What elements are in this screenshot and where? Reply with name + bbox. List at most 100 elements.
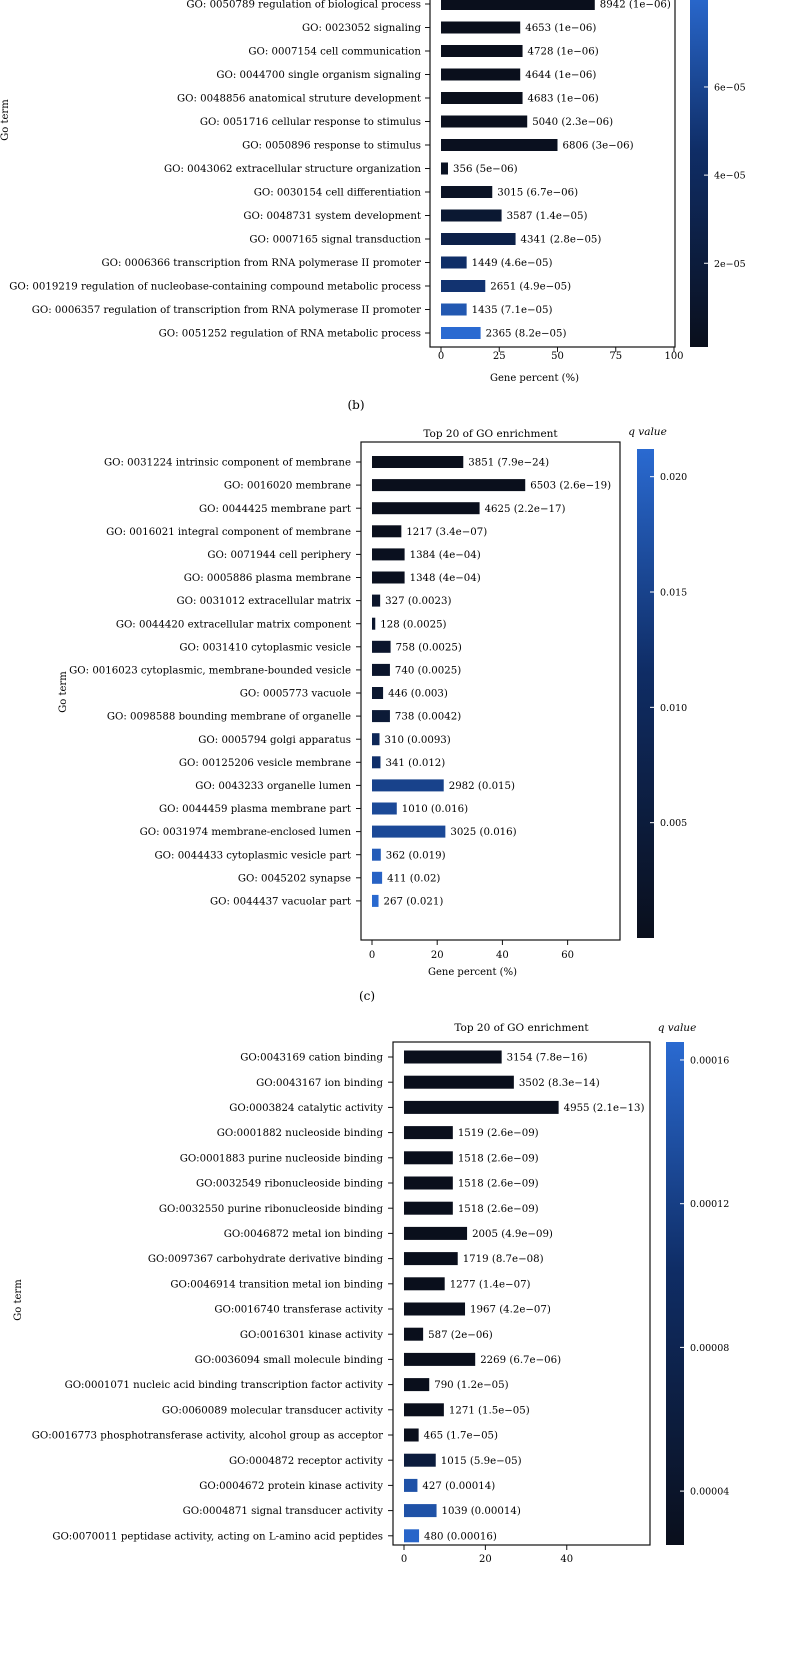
colorbar-tick-label: 0.005	[660, 818, 687, 829]
category-label: GO: 0031974 membrane-enclosed lumen	[140, 827, 352, 838]
colorbar	[690, 0, 708, 347]
bar	[441, 186, 493, 198]
colorbar-label: q value	[628, 426, 667, 438]
bar-value-label: 6806 (3e−06)	[563, 140, 634, 152]
chart-title: Top 20 of GO enrichment	[423, 428, 558, 440]
bar	[441, 280, 486, 292]
category-label: GO: 0016020 membrane	[224, 481, 351, 492]
colorbar	[637, 449, 654, 938]
bar	[404, 1277, 445, 1291]
category-label: GO: 0023052 signaling	[302, 23, 421, 34]
colorbar-tick-label: 0.010	[660, 703, 687, 714]
x-tick-label: 40	[496, 950, 509, 961]
x-axis-label: Gene percent (%)	[490, 373, 579, 384]
bar	[441, 327, 481, 339]
x-tick-label: 0	[369, 950, 375, 961]
panel-label: (b)	[347, 398, 364, 412]
colorbar-tick-label: 0.00004	[690, 1487, 729, 1498]
bar-value-label: 1271 (1.5e−05)	[449, 1404, 530, 1416]
category-label: GO:0004672 protein kinase activity	[199, 1481, 383, 1492]
category-label: GO:0060089 molecular transducer activity	[162, 1405, 383, 1416]
bar	[441, 0, 595, 10]
bar-value-label: 4341 (2.8e−05)	[521, 234, 602, 246]
x-tick-label: 50	[551, 351, 564, 362]
x-tick-label: 20	[431, 950, 444, 961]
category-label: GO:0032550 purine ribonucleoside binding	[159, 1204, 384, 1215]
x-tick-label: 60	[561, 950, 574, 961]
bar	[372, 848, 381, 861]
bar	[404, 1176, 453, 1190]
bar	[404, 1403, 444, 1417]
category-label: GO:0016301 kinase activity	[240, 1330, 383, 1341]
bar	[441, 45, 523, 57]
bar-value-label: 1967 (4.2e−07)	[470, 1304, 551, 1316]
bar	[404, 1226, 468, 1240]
bar-value-label: 480 (0.00016)	[424, 1530, 497, 1542]
bar	[372, 710, 390, 723]
category-label: GO: 0016023 cytoplasmic, membrane-bounde…	[69, 666, 351, 677]
bar	[441, 21, 521, 34]
category-label: GO: 0016021 integral component of membra…	[106, 527, 351, 538]
category-label: GO: 00125206 vesicle membrane	[179, 758, 351, 769]
category-label: GO: 0050896 response to stimulus	[242, 141, 421, 152]
bar-value-label: 790 (1.2e−05)	[434, 1379, 508, 1391]
bar-value-label: 362 (0.019)	[386, 849, 446, 861]
x-tick-label: 100	[664, 351, 683, 362]
bar	[372, 640, 391, 653]
category-label: GO:0003824 catalytic activity	[229, 1103, 383, 1114]
category-label: GO: 0043233 organelle lumen	[195, 781, 351, 792]
category-label: GO: 0007154 cell communication	[248, 47, 421, 58]
x-tick-label: 0	[438, 351, 444, 362]
category-label: GO: 0030154 cell differentiation	[254, 188, 422, 199]
category-label: GO: 0031410 cytoplasmic vesicle	[179, 642, 351, 653]
bar-value-label: 1010 (0.016)	[402, 803, 468, 815]
x-tick-label: 20	[479, 1554, 492, 1565]
bar-value-label: 4955 (2.1e−13)	[564, 1102, 645, 1114]
category-label: GO:0016773 phosphotransferase activity, …	[32, 1431, 383, 1442]
bar	[372, 663, 390, 676]
colorbar-tick-label: 0.020	[660, 472, 687, 483]
bar-value-label: 1449 (4.6e−05)	[472, 257, 553, 269]
bar	[404, 1050, 502, 1064]
category-label: GO:0032549 ribonucleoside binding	[196, 1179, 384, 1190]
bar-value-label: 3015 (6.7e−06)	[497, 187, 578, 199]
bar-value-label: 4683 (1e−06)	[528, 93, 599, 105]
category-label: GO: 0044425 membrane part	[199, 504, 352, 515]
bar-value-label: 740 (0.0025)	[395, 665, 461, 677]
category-label: GO: 0048856 anatomical struture developm…	[177, 94, 422, 105]
bar-value-label: 327 (0.0023)	[385, 595, 451, 607]
bar	[372, 871, 383, 884]
bar	[372, 617, 376, 630]
category-label: GO:0004871 signal transducer activity	[183, 1506, 384, 1517]
bar-value-label: 1518 (2.6e−09)	[458, 1152, 539, 1164]
category-label: GO: 0005794 golgi apparatus	[198, 735, 351, 746]
category-label: GO: 0005773 vacuole	[240, 689, 351, 700]
bar	[404, 1378, 430, 1392]
bar-value-label: 2005 (4.9e−09)	[472, 1228, 553, 1240]
bar-value-label: 310 (0.0093)	[384, 734, 450, 746]
bar-value-label: 3025 (0.016)	[450, 826, 516, 838]
bar	[441, 68, 521, 81]
x-tick-label: 25	[493, 351, 506, 362]
bar-value-label: 1518 (2.6e−09)	[458, 1178, 539, 1190]
bar-value-label: 587 (2e−06)	[428, 1329, 493, 1341]
category-label: GO: 0071944 cell periphery	[207, 550, 351, 561]
category-label: GO:0043167 ion binding	[256, 1078, 383, 1089]
bar-value-label: 2651 (4.9e−05)	[490, 281, 571, 293]
category-label: GO:0097367 carbohydrate derivative bindi…	[148, 1254, 384, 1265]
y-axis-label: Go term	[0, 99, 11, 141]
category-label: GO:0070011 peptidase activity, acting on…	[52, 1531, 383, 1542]
bar-value-label: 2365 (8.2e−05)	[486, 328, 567, 340]
plot-frame	[392, 1041, 651, 1546]
category-label: GO: 0044437 vacuolar part	[210, 897, 352, 908]
bar-value-label: 3851 (7.9e−24)	[468, 457, 549, 469]
bar-value-label: 341 (0.012)	[385, 757, 445, 769]
category-label: GO:0004872 receptor activity	[229, 1456, 383, 1467]
x-tick-label: 40	[560, 1554, 573, 1565]
colorbar-label: q value	[658, 1022, 697, 1034]
category-label: GO: 0051716 cellular response to stimulu…	[200, 117, 421, 128]
colorbar	[666, 1042, 684, 1545]
bar	[441, 303, 467, 316]
